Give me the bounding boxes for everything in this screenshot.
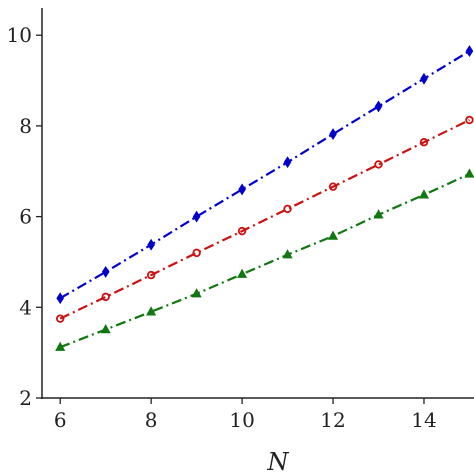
data-point-s0-1 (101, 266, 110, 278)
data-point-s0-6 (329, 128, 337, 140)
data-point-s1-4 (237, 226, 247, 236)
data-point-s0-2 (147, 238, 155, 251)
y-tick-label: 6 (19, 205, 32, 229)
x-tick-label: 14 (411, 408, 436, 432)
data-point-s0-7 (374, 100, 383, 113)
y-tick-label: 10 (7, 23, 32, 47)
data-point-s2-5 (282, 249, 293, 259)
data-point-s1-6 (328, 182, 338, 191)
data-point-s2-4 (237, 268, 248, 278)
data-point-s1-1 (101, 292, 110, 302)
data-point-s1-9 (465, 115, 474, 125)
data-point-s2-9 (464, 168, 474, 178)
plot-area (55, 45, 474, 351)
data-point-s2-3 (191, 288, 202, 298)
data-point-s0-3 (192, 210, 201, 223)
series-line-2 (59, 172, 470, 349)
data-point-s1-2 (146, 270, 156, 280)
x-axis-label: N (267, 448, 290, 474)
series-line-0 (59, 50, 471, 300)
y-axis: 2 4 6 8 10 (7, 23, 42, 410)
data-point-s0-8 (420, 72, 428, 85)
data-point-s0-4 (238, 183, 246, 196)
data-point-s2-0 (55, 341, 66, 351)
data-point-s1-5 (283, 204, 292, 214)
y-tick-label: 2 (19, 386, 32, 410)
data-point-s1-8 (419, 138, 429, 147)
x-tick-label: 6 (54, 408, 67, 432)
data-point-s2-1 (100, 323, 111, 334)
x-axis: 6 8 10 12 14 (54, 398, 437, 432)
data-point-s2-2 (146, 306, 157, 316)
data-point-s1-3 (192, 248, 201, 258)
data-point-s1-0 (55, 314, 65, 323)
x-tick-label: 12 (320, 408, 345, 432)
series-line-1 (59, 119, 470, 320)
data-point-s2-8 (418, 189, 430, 199)
y-tick-label: 8 (19, 114, 32, 138)
data-point-s0-9 (465, 45, 474, 58)
data-point-s0-0 (56, 292, 64, 305)
data-point-s0-5 (283, 156, 292, 169)
data-point-s1-7 (374, 160, 383, 169)
data-point-s2-7 (373, 209, 384, 219)
x-tick-label: 10 (229, 408, 254, 432)
y-tick-label: 4 (19, 295, 32, 319)
data-point-s2-6 (327, 230, 339, 240)
x-tick-label: 8 (145, 408, 158, 432)
